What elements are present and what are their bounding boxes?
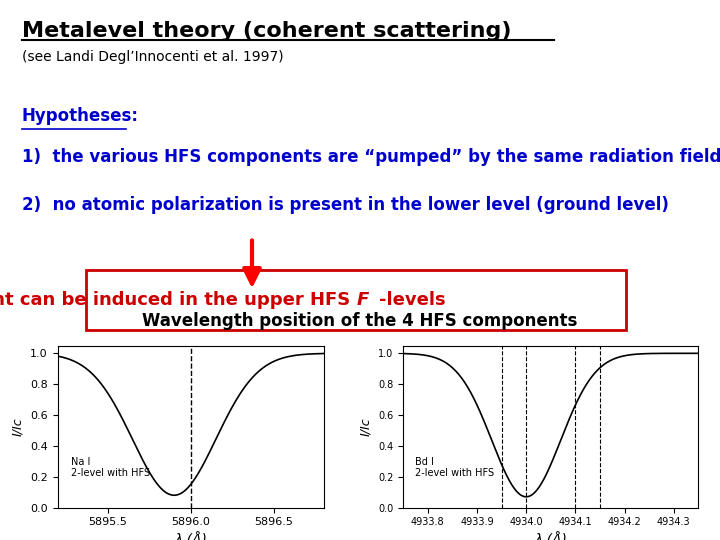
Y-axis label: I/Ic: I/Ic [12, 417, 24, 436]
Text: Metalevel theory (coherent scattering): Metalevel theory (coherent scattering) [22, 21, 511, 41]
Text: Bd I
2-level with HFS: Bd I 2-level with HFS [415, 457, 494, 478]
Text: No alignment can be induced in the upper HFS: No alignment can be induced in the upper… [0, 291, 356, 309]
Text: Na I
2-level with HFS: Na I 2-level with HFS [71, 457, 150, 478]
Text: Wavelength position of the 4 HFS components: Wavelength position of the 4 HFS compone… [143, 312, 577, 330]
Y-axis label: I/Ic: I/Ic [359, 417, 372, 436]
Text: 2)  no atomic polarization is present in the lower level (ground level): 2) no atomic polarization is present in … [22, 196, 668, 214]
X-axis label: λ (Å): λ (Å) [174, 533, 207, 540]
Text: Hypotheses:: Hypotheses: [22, 107, 138, 125]
Text: (see Landi Degl’Innocenti et al. 1997): (see Landi Degl’Innocenti et al. 1997) [22, 51, 283, 64]
Text: 1)  the various HFS components are “pumped” by the same radiation field: 1) the various HFS components are “pumpe… [22, 148, 720, 166]
Text: F: F [356, 291, 369, 309]
Text: -levels: -levels [379, 291, 446, 309]
FancyBboxPatch shape [86, 270, 626, 329]
X-axis label: λ (Å): λ (Å) [534, 533, 567, 540]
